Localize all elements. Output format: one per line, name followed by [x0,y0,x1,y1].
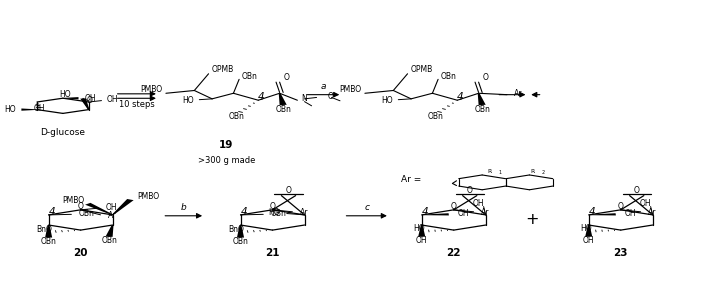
Text: HO: HO [59,90,71,99]
Text: HO: HO [183,96,194,105]
Text: 23: 23 [614,248,628,258]
Text: Ar: Ar [108,212,116,220]
Polygon shape [80,98,90,110]
Text: 4: 4 [589,207,596,217]
Text: OH: OH [583,236,594,245]
Text: O: O [450,202,457,211]
Text: BnO: BnO [228,225,244,234]
Text: OH: OH [416,236,427,245]
Text: OH: OH [33,105,45,114]
Text: OH: OH [640,199,651,208]
Text: 2: 2 [542,170,545,175]
Text: OH: OH [457,209,469,218]
Text: Ar: Ar [481,208,489,217]
Text: OBn: OBn [428,112,444,121]
Polygon shape [418,225,425,237]
Text: PMBO: PMBO [62,196,84,205]
Text: a: a [320,82,326,91]
Text: R: R [487,169,492,174]
Text: OBn: OBn [40,237,56,246]
Polygon shape [85,203,114,215]
Text: 20: 20 [73,248,88,258]
Text: O: O [270,202,275,211]
Text: 1: 1 [498,170,502,175]
Text: 4: 4 [241,207,247,217]
Text: PMBO: PMBO [137,192,160,201]
Polygon shape [279,93,287,105]
Text: b: b [181,203,187,212]
Text: OBn: OBn [275,105,291,114]
Text: O: O [634,186,640,195]
Polygon shape [478,93,486,105]
Polygon shape [45,225,52,237]
Text: O: O [286,186,291,195]
Text: HO: HO [414,224,425,233]
Text: BnO: BnO [36,225,52,234]
Text: OBn: OBn [474,105,490,114]
Text: >300 g made: >300 g made [197,156,255,165]
Text: D-glucose: D-glucose [40,128,85,137]
Text: O: O [283,74,289,82]
Text: Ar: Ar [648,208,656,217]
Text: OBn: OBn [241,72,257,80]
Text: OBn: OBn [440,72,456,80]
Polygon shape [22,108,37,111]
Text: Ar: Ar [514,89,523,98]
Polygon shape [63,97,79,99]
Text: 21: 21 [265,248,280,258]
Text: O: O [87,96,93,105]
Text: HO: HO [382,96,393,105]
Text: OBn: OBn [270,209,286,218]
Text: 4: 4 [258,92,265,102]
Text: OH: OH [473,199,484,208]
Text: O: O [617,202,624,211]
Text: 10 steps: 10 steps [119,100,155,109]
Text: Ar =: Ar = [401,175,422,184]
Text: 4: 4 [457,92,463,102]
Text: PMBO: PMBO [140,85,163,95]
Text: OH: OH [106,202,117,212]
Text: N: N [301,94,307,103]
Text: 22: 22 [447,248,461,258]
Text: Ar: Ar [299,208,308,217]
Polygon shape [589,213,616,216]
Text: OPMB: OPMB [212,65,234,74]
Text: O: O [482,74,488,82]
Text: OBn: OBn [101,236,117,245]
Text: 4: 4 [49,207,56,217]
Text: 4: 4 [422,207,429,217]
Polygon shape [237,225,244,237]
Text: O: O [328,91,334,101]
Text: OBn: OBn [229,112,245,121]
Text: c: c [364,203,369,212]
Text: HO: HO [581,224,592,233]
Text: OH: OH [84,94,96,103]
Polygon shape [585,225,592,237]
Text: O: O [77,202,84,211]
Text: PMBO: PMBO [339,85,362,95]
Text: +: + [525,212,539,227]
Text: HO: HO [268,208,280,217]
Text: R: R [531,169,535,174]
Text: OPMB: OPMB [411,65,433,74]
Polygon shape [106,225,114,237]
Text: HO: HO [4,105,16,114]
Text: O: O [467,186,473,195]
Text: OH: OH [106,95,118,104]
Text: OH: OH [624,209,636,218]
Polygon shape [112,199,134,215]
Text: OBn: OBn [79,209,95,218]
Polygon shape [422,213,449,216]
Text: OBn: OBn [233,237,249,246]
Text: 19: 19 [219,140,234,150]
